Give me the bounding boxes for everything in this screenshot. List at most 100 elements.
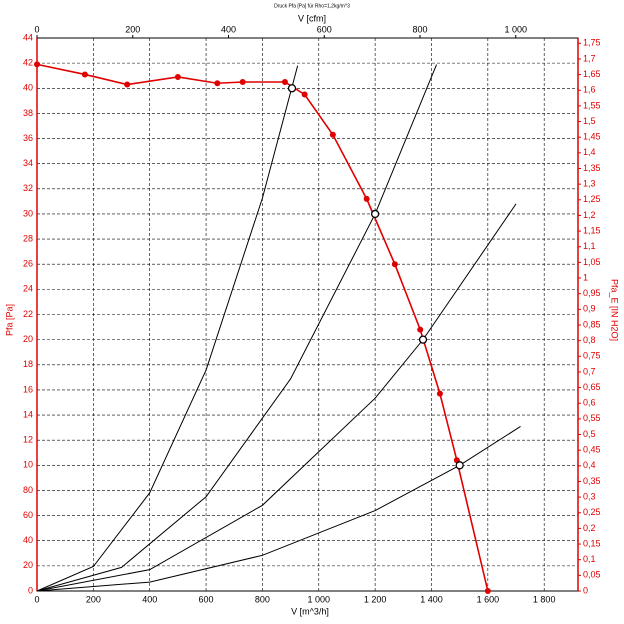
data-point (301, 91, 308, 98)
data-point (363, 195, 370, 202)
y2-tick-label: 1,25 (583, 194, 601, 204)
system-curve (36, 203, 517, 592)
y2-tick-label: 0,05 (583, 570, 601, 580)
y2-tick-label: 0,3 (583, 491, 596, 501)
y2-tick-label: 0,8 (583, 335, 596, 345)
y2-tick-label: 1,1 (583, 241, 596, 251)
y-tick-label: 14 (23, 409, 33, 419)
y-tick-label: 26 (23, 259, 33, 269)
data-point (484, 588, 491, 594)
y2-tick-label: 0,9 (583, 304, 596, 314)
y-tick-label: 18 (23, 359, 33, 369)
y-axis-label: Pfa [Pa] (4, 304, 14, 336)
x2-tick-label: 0 (34, 24, 39, 34)
data-point (34, 61, 40, 68)
y2-tick-label: 0 (583, 585, 588, 595)
x2-axis-label: V [cfm] (298, 13, 326, 23)
x2-tick-label: 400 (221, 24, 236, 34)
y-tick-label: 60 (23, 510, 33, 520)
operating-point (455, 461, 464, 470)
y-tick-label: 40 (23, 83, 33, 93)
x2-tick-label: 200 (125, 24, 140, 34)
operating-point (370, 209, 380, 219)
x2-tick-label: 1 000 (504, 24, 527, 34)
x-tick-label: 1 800 (533, 594, 556, 604)
y-tick-label: 40 (23, 535, 33, 545)
data-point (281, 78, 288, 85)
y-tick-label: 20 (23, 334, 33, 344)
data-point (174, 73, 181, 80)
y-tick-label: 10 (23, 460, 33, 470)
y-tick-label: 32 (23, 183, 33, 193)
y2-tick-label: 1,2 (583, 210, 596, 220)
x-tick-label: 1 600 (477, 594, 500, 604)
y2-tick-label: 1,65 (583, 69, 601, 79)
x2-tick-label: 600 (317, 24, 332, 34)
y2-tick-label: 0,15 (583, 538, 601, 548)
x-tick-label: 0 (34, 594, 39, 604)
y2-axis-label: Pfa_E [IN H2O] (610, 279, 620, 341)
y-tick-label: 36 (23, 133, 33, 143)
y2-tick-label: 0,95 (583, 288, 601, 298)
operating-point (418, 335, 428, 344)
x-tick-label: 800 (255, 594, 270, 604)
data-point (329, 131, 336, 138)
y2-tick-label: 1,5 (583, 116, 596, 126)
y-tick-label: 42 (23, 58, 33, 68)
y-tick-label: 80 (23, 485, 33, 495)
y2-tick-label: 1,15 (583, 225, 601, 235)
y-tick-label: 24 (23, 284, 33, 294)
y2-tick-label: 0,7 (583, 366, 596, 376)
y2-tick-label: 0,65 (583, 382, 601, 392)
x2-tick-label: 800 (412, 24, 427, 34)
y2-tick-label: 1,4 (583, 147, 596, 157)
y-tick-label: 0 (28, 585, 33, 595)
y2-tick-label: 1,7 (583, 53, 596, 63)
y2-tick-label: 1,45 (583, 132, 601, 142)
x-tick-label: 1 000 (308, 594, 331, 604)
y2-tick-label: 0,4 (583, 460, 596, 470)
y2-tick-label: 1,05 (583, 257, 601, 267)
y-tick-label: 44 (23, 32, 33, 42)
system-curve (36, 426, 521, 592)
y-tick-label: 16 (23, 384, 33, 394)
x-tick-label: 1 400 (420, 594, 443, 604)
chart-title: Druck Pfa [Pa] für Rho=1,2kg/m^3 (274, 3, 350, 9)
y2-tick-label: 1,55 (583, 100, 601, 110)
y2-tick-label: 0,55 (583, 413, 601, 423)
y2-tick-label: 0,45 (583, 445, 601, 455)
x-axis-label: V [m^3/h] (291, 606, 329, 616)
data-point (417, 326, 424, 333)
data-point (214, 80, 221, 87)
data-point (124, 81, 131, 88)
y2-tick-label: 0,35 (583, 476, 601, 486)
data-point (239, 78, 246, 85)
y2-tick-label: 0,1 (583, 554, 596, 564)
y2-tick-label: 0,2 (583, 523, 596, 533)
y-tick-label: 38 (23, 108, 33, 118)
x-tick-label: 600 (199, 594, 214, 604)
y-tick-label: 20 (23, 560, 33, 570)
data-point (81, 71, 88, 78)
y-tick-label: 12 (23, 435, 33, 445)
y2-tick-label: 0,5 (583, 429, 596, 439)
y2-tick-label: 1,6 (583, 85, 596, 95)
y-tick-label: 34 (23, 158, 33, 168)
y-tick-label: 30 (23, 208, 33, 218)
y2-tick-label: 0,85 (583, 319, 601, 329)
y2-tick-label: 0,75 (583, 351, 601, 361)
x-tick-label: 200 (86, 594, 101, 604)
x-tick-label: 1 200 (364, 594, 387, 604)
data-point (436, 390, 443, 397)
system-curve (36, 64, 438, 592)
system-curve (36, 65, 299, 592)
x-tick-label: 400 (142, 594, 157, 604)
y2-tick-label: 1,3 (583, 179, 596, 189)
y2-tick-label: 0,25 (583, 507, 601, 517)
y2-tick-label: 1,35 (583, 163, 601, 173)
y2-tick-label: 0,6 (583, 398, 596, 408)
data-point (391, 261, 398, 268)
y-tick-label: 28 (23, 233, 33, 243)
y2-tick-label: 1,75 (583, 38, 601, 48)
